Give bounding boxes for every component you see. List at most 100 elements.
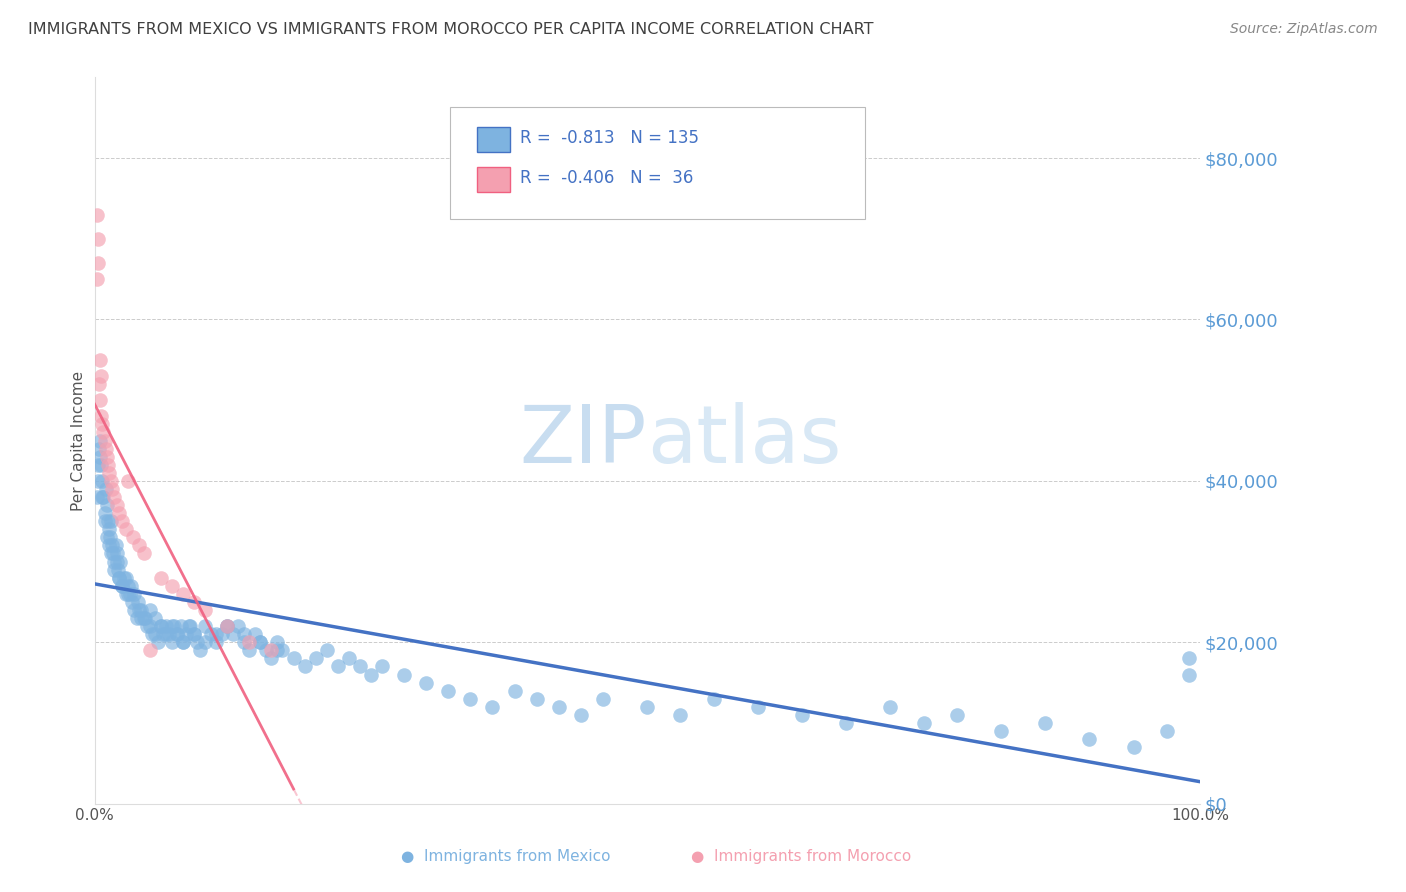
Point	[226, 619, 249, 633]
Point	[669, 707, 692, 722]
Y-axis label: Per Capita Income: Per Capita Income	[72, 370, 86, 510]
Point	[93, 434, 115, 448]
Point	[129, 603, 152, 617]
Point	[249, 635, 271, 649]
Point	[1156, 724, 1178, 739]
Point	[217, 619, 239, 633]
Point	[89, 450, 111, 464]
Point	[211, 627, 233, 641]
Point	[183, 627, 205, 641]
Point	[100, 514, 122, 528]
Point	[205, 627, 228, 641]
Point	[96, 498, 118, 512]
Point	[315, 643, 337, 657]
Point	[127, 595, 149, 609]
Point	[124, 587, 146, 601]
Point	[183, 595, 205, 609]
Point	[879, 699, 901, 714]
Point	[747, 699, 769, 714]
Point	[87, 232, 110, 246]
Point	[96, 450, 118, 464]
Point	[232, 635, 254, 649]
Point	[93, 506, 115, 520]
Point	[217, 619, 239, 633]
Point	[360, 667, 382, 681]
Point	[1178, 651, 1201, 665]
Point	[163, 619, 186, 633]
Point	[200, 627, 222, 641]
Point	[128, 603, 150, 617]
Point	[170, 619, 193, 633]
Point	[114, 571, 136, 585]
Point	[114, 522, 136, 536]
Point	[93, 425, 115, 440]
Point	[108, 571, 131, 585]
Point	[179, 619, 201, 633]
Point	[87, 377, 110, 392]
Point	[835, 715, 858, 730]
Point	[134, 611, 156, 625]
Point	[160, 635, 183, 649]
Point	[437, 683, 460, 698]
Point	[100, 547, 122, 561]
Point	[149, 619, 172, 633]
Point	[392, 667, 415, 681]
Point	[103, 555, 125, 569]
Point	[912, 715, 935, 730]
Point	[120, 579, 142, 593]
Point	[157, 627, 180, 641]
Point	[945, 707, 967, 722]
Point	[222, 627, 245, 641]
Point	[134, 611, 156, 625]
Point	[172, 635, 194, 649]
Point	[238, 643, 260, 657]
Point	[703, 691, 725, 706]
Point	[100, 474, 122, 488]
Point	[118, 587, 141, 601]
Point	[155, 619, 177, 633]
Point	[103, 563, 125, 577]
Point	[266, 643, 288, 657]
Point	[86, 272, 108, 286]
Point	[128, 538, 150, 552]
Point	[87, 442, 110, 456]
Point	[117, 474, 139, 488]
Point	[91, 474, 114, 488]
Point	[93, 514, 115, 528]
Point	[86, 208, 108, 222]
Point	[87, 474, 110, 488]
Point	[141, 627, 163, 641]
Point	[304, 651, 326, 665]
Point	[97, 514, 120, 528]
Point	[91, 417, 114, 432]
Point	[266, 635, 288, 649]
Point	[111, 579, 134, 593]
Point	[326, 659, 349, 673]
Point	[117, 579, 139, 593]
Point	[1033, 715, 1056, 730]
Point	[90, 369, 112, 384]
Point	[98, 530, 121, 544]
Point	[139, 603, 162, 617]
Point	[1178, 667, 1201, 681]
Point	[217, 619, 239, 633]
Point	[145, 627, 167, 641]
Point	[166, 627, 188, 641]
Point	[97, 466, 120, 480]
Text: ZIP: ZIP	[520, 401, 647, 480]
Point	[103, 490, 125, 504]
Point	[125, 611, 148, 625]
Point	[194, 619, 217, 633]
Point	[103, 547, 125, 561]
Point	[145, 611, 167, 625]
Point	[176, 627, 198, 641]
Point	[243, 627, 266, 641]
Point	[337, 651, 360, 665]
Point	[503, 683, 526, 698]
Text: R =  -0.406   N =  36: R = -0.406 N = 36	[520, 169, 693, 187]
Point	[108, 571, 131, 585]
Point	[183, 627, 205, 641]
Point	[415, 675, 437, 690]
Point	[460, 691, 482, 706]
Point	[134, 547, 156, 561]
